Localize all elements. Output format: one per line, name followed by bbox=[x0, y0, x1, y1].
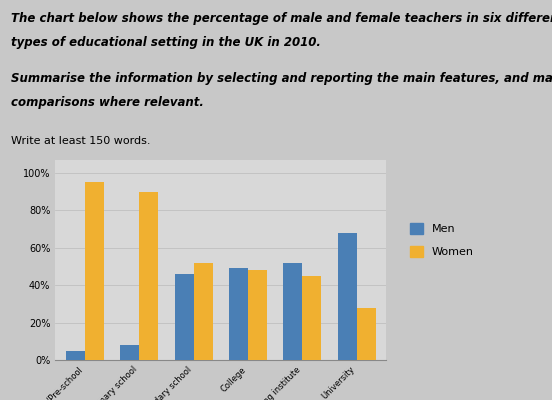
Text: Summarise the information by selecting and reporting the main features, and make: Summarise the information by selecting a… bbox=[11, 72, 552, 85]
Bar bbox=[66, 351, 85, 360]
Bar bbox=[139, 192, 158, 360]
Bar bbox=[248, 270, 267, 360]
Bar bbox=[283, 263, 302, 360]
Bar bbox=[337, 233, 357, 360]
Bar bbox=[174, 274, 194, 360]
Legend: Men, Women: Men, Women bbox=[405, 218, 479, 262]
Bar bbox=[194, 263, 213, 360]
Bar bbox=[229, 268, 248, 360]
Text: The chart below shows the percentage of male and female teachers in six differen: The chart below shows the percentage of … bbox=[11, 12, 552, 25]
Bar bbox=[357, 308, 375, 360]
Bar bbox=[120, 345, 139, 360]
Bar bbox=[85, 182, 104, 360]
Text: types of educational setting in the UK in 2010.: types of educational setting in the UK i… bbox=[11, 36, 321, 49]
Text: comparisons where relevant.: comparisons where relevant. bbox=[11, 96, 204, 109]
Bar bbox=[302, 276, 321, 360]
Text: Write at least 150 words.: Write at least 150 words. bbox=[11, 136, 151, 146]
